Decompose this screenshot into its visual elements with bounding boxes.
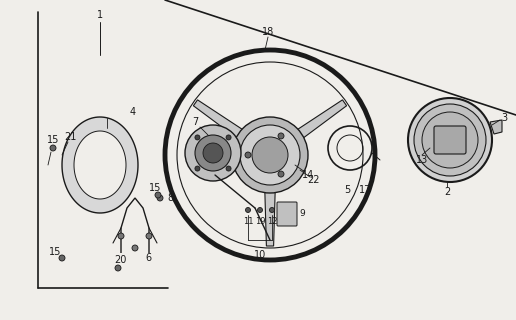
Text: 4: 4 — [130, 107, 136, 117]
Polygon shape — [265, 183, 276, 246]
Circle shape — [146, 233, 152, 239]
Text: 12: 12 — [267, 218, 277, 227]
Circle shape — [195, 135, 231, 171]
Circle shape — [155, 192, 161, 198]
Circle shape — [118, 233, 124, 239]
Polygon shape — [62, 117, 138, 213]
Circle shape — [203, 143, 223, 163]
Text: 6: 6 — [145, 253, 151, 263]
Text: 5: 5 — [344, 185, 350, 195]
Text: 20: 20 — [114, 255, 126, 265]
Text: 14: 14 — [302, 170, 314, 180]
Polygon shape — [290, 100, 347, 143]
Circle shape — [195, 166, 200, 171]
Circle shape — [246, 207, 250, 212]
Text: 3: 3 — [501, 113, 507, 123]
Circle shape — [240, 125, 300, 185]
Text: 15: 15 — [47, 135, 59, 145]
Text: 18: 18 — [262, 27, 274, 37]
Text: 1: 1 — [97, 10, 103, 20]
Circle shape — [269, 207, 275, 212]
Text: 7: 7 — [192, 117, 198, 127]
Text: 15: 15 — [49, 247, 61, 257]
Circle shape — [185, 125, 241, 181]
Circle shape — [252, 137, 288, 173]
Circle shape — [115, 265, 121, 271]
FancyBboxPatch shape — [434, 126, 466, 154]
Circle shape — [226, 166, 231, 171]
Circle shape — [50, 145, 56, 151]
Text: 19: 19 — [255, 218, 265, 227]
Circle shape — [257, 207, 263, 212]
Text: 8: 8 — [167, 193, 173, 203]
Text: 15: 15 — [149, 183, 161, 193]
FancyBboxPatch shape — [277, 202, 297, 226]
Circle shape — [414, 104, 486, 176]
Text: 13: 13 — [416, 155, 428, 165]
Circle shape — [245, 152, 251, 158]
Text: 11: 11 — [243, 218, 253, 227]
Circle shape — [408, 98, 492, 182]
Circle shape — [59, 255, 65, 261]
Text: 17: 17 — [359, 185, 371, 195]
Circle shape — [232, 117, 308, 193]
Circle shape — [226, 135, 231, 140]
Circle shape — [278, 171, 284, 177]
Text: 22: 22 — [307, 175, 319, 185]
Polygon shape — [194, 100, 250, 143]
Polygon shape — [490, 120, 502, 134]
Circle shape — [157, 195, 163, 201]
Circle shape — [278, 133, 284, 139]
Text: 21: 21 — [64, 132, 76, 142]
Polygon shape — [74, 131, 126, 199]
Text: 10: 10 — [254, 250, 266, 260]
Circle shape — [132, 245, 138, 251]
Circle shape — [422, 112, 478, 168]
Circle shape — [195, 135, 200, 140]
Text: 2: 2 — [444, 187, 450, 197]
Text: 9: 9 — [299, 209, 305, 218]
